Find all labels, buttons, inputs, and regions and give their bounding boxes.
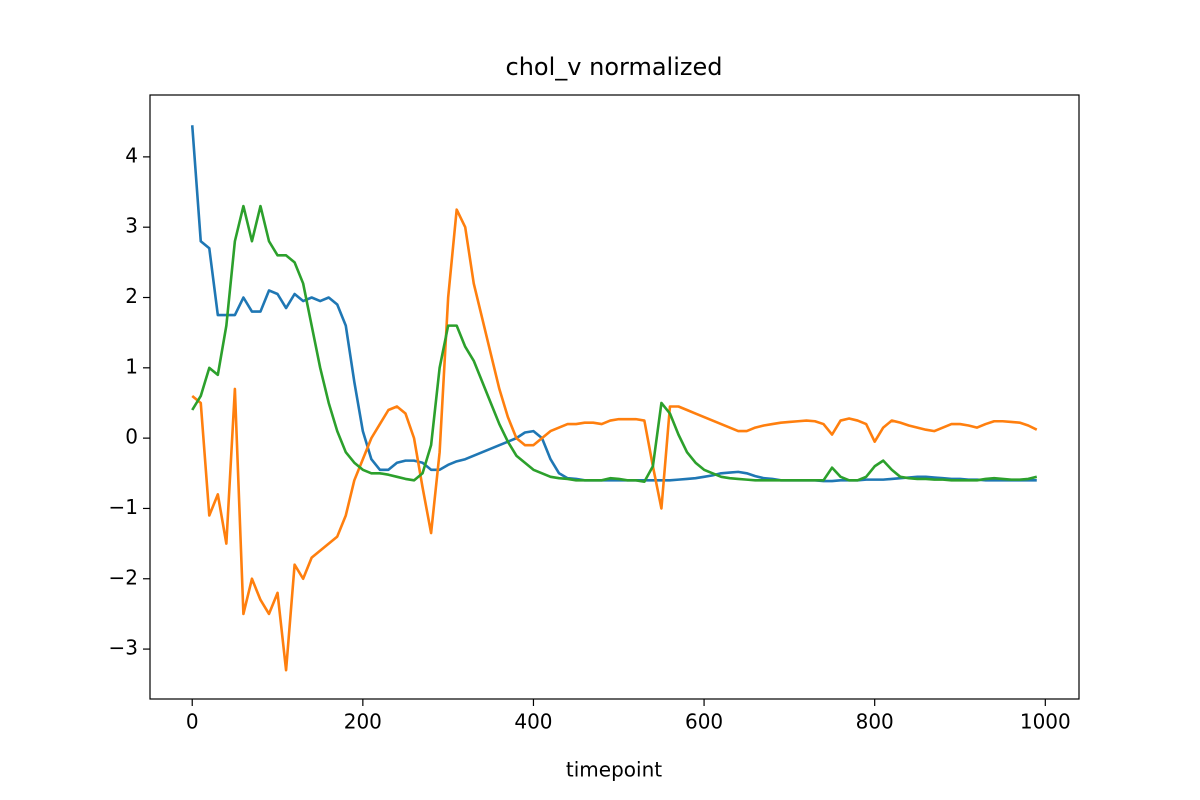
y-tick-label: −3 <box>109 636 138 660</box>
x-tick-label: 0 <box>186 710 199 734</box>
y-tick-label: 3 <box>125 214 138 238</box>
x-tick-label: 200 <box>344 710 382 734</box>
y-tick-label: 1 <box>125 354 138 378</box>
y-tick-label: 0 <box>125 425 138 449</box>
data-line <box>190 125 1037 483</box>
x-tick-label: 400 <box>514 710 552 734</box>
axes-frame <box>149 94 1080 700</box>
chart-title: chol_v normalized <box>506 53 723 81</box>
x-tick-label: 1000 <box>1020 710 1071 734</box>
y-tick-label: 4 <box>125 143 138 167</box>
x-tick-label: 600 <box>685 710 723 734</box>
x-tick-label: 800 <box>856 710 894 734</box>
y-tick-label: −2 <box>109 565 138 589</box>
plot-area <box>190 125 1038 672</box>
y-tick-label: −1 <box>109 495 138 519</box>
y-tick-label: 2 <box>125 284 138 308</box>
data-line <box>191 208 1038 672</box>
x-axis-label: timepoint <box>566 758 662 782</box>
data-line <box>191 204 1038 484</box>
